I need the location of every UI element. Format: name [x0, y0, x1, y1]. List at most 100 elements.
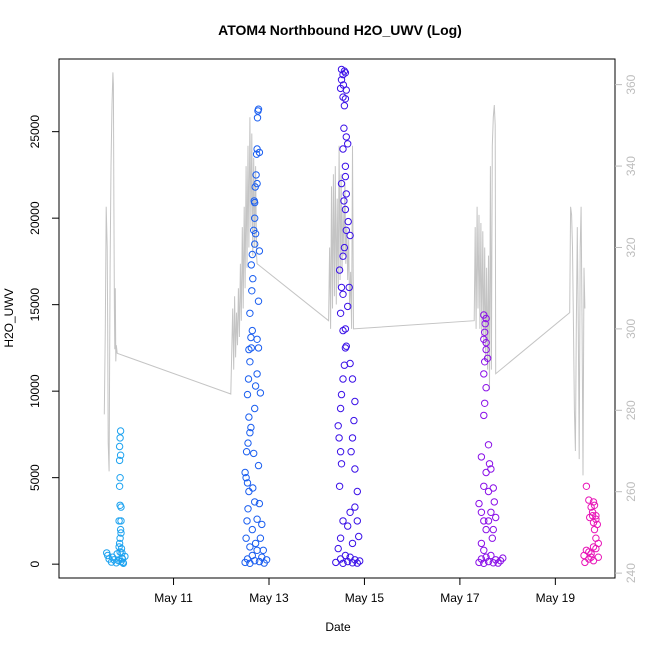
data-point — [340, 243, 349, 252]
y2-tick-label: 260 — [624, 481, 638, 501]
data-point — [255, 499, 264, 508]
data-point — [499, 554, 507, 562]
data-point — [248, 326, 257, 335]
data-point — [340, 124, 348, 132]
data-point — [487, 465, 495, 473]
data-point — [484, 557, 493, 566]
data-point — [246, 309, 254, 317]
data-point — [336, 534, 345, 542]
data-point — [355, 532, 363, 541]
data-point — [346, 508, 354, 516]
data-point — [255, 148, 264, 157]
data-point — [585, 496, 593, 504]
data-point — [116, 427, 125, 435]
series-line-0 — [103, 72, 586, 476]
data-point — [484, 517, 493, 525]
y-tick-label: 25000 — [28, 115, 42, 149]
data-point — [481, 320, 489, 328]
data-point — [247, 423, 255, 432]
data-point — [253, 515, 261, 523]
data-point — [252, 171, 260, 179]
data-point — [485, 460, 494, 468]
data-point — [245, 345, 253, 354]
data-point — [594, 539, 602, 548]
data-point — [116, 525, 125, 534]
data-point — [115, 539, 124, 548]
data-point — [116, 434, 124, 442]
y2-tick-label: 320 — [624, 237, 638, 257]
data-point — [253, 335, 261, 343]
data-point — [586, 513, 594, 522]
data-point — [336, 309, 345, 317]
data-point — [251, 404, 259, 413]
data-point — [107, 558, 116, 566]
data-point — [335, 482, 344, 490]
data-point — [116, 451, 125, 459]
data-point — [581, 558, 589, 567]
y-tick-label: 10000 — [28, 374, 42, 408]
data-point — [335, 266, 344, 274]
data-point — [480, 546, 488, 554]
data-point — [248, 287, 256, 295]
data-point — [341, 205, 350, 214]
data-point — [492, 513, 500, 522]
data-point — [251, 214, 259, 222]
data-point — [346, 231, 354, 240]
data-point — [251, 230, 260, 238]
data-point — [490, 498, 498, 506]
data-point — [253, 114, 262, 122]
data-point — [336, 555, 345, 563]
data-point — [337, 179, 346, 188]
data-point — [256, 389, 265, 397]
chart-title: ATOM4 Northbound H2O_UWV (Log) — [218, 22, 462, 38]
data-point — [115, 456, 124, 465]
data-point — [247, 261, 256, 269]
x-tick-label: May 15 — [345, 591, 385, 605]
data-point — [351, 397, 359, 406]
data-point — [347, 448, 355, 456]
data-point — [339, 375, 347, 383]
data-point — [346, 359, 354, 368]
data-point — [482, 339, 490, 347]
data-point — [332, 558, 340, 567]
data-point — [244, 439, 252, 447]
data-point — [341, 325, 350, 333]
data-point — [339, 517, 347, 525]
data-point — [356, 557, 364, 565]
y2-tick-label: 340 — [624, 156, 638, 176]
line-layer — [103, 72, 586, 476]
data-point — [487, 508, 495, 516]
data-point — [475, 499, 483, 508]
data-point — [117, 529, 125, 537]
data-point — [116, 474, 124, 482]
data-point — [480, 482, 488, 490]
data-point — [494, 559, 502, 567]
x-axis-label: Date — [325, 620, 351, 634]
y2-tick-label: 300 — [624, 319, 638, 339]
data-point — [243, 555, 252, 563]
data-point — [119, 558, 127, 567]
data-point — [342, 342, 350, 350]
data-point — [496, 557, 505, 565]
x-tick-label: May 19 — [536, 591, 576, 605]
data-point — [489, 484, 497, 492]
data-point — [243, 390, 252, 399]
data-point — [253, 370, 261, 378]
data-point — [348, 539, 357, 548]
y-axis-right: 240 260 280 300 320 340 360 — [615, 74, 638, 583]
data-point — [587, 503, 595, 511]
data-point — [341, 162, 350, 171]
data-point — [489, 525, 497, 534]
data-point — [483, 354, 492, 362]
data-point — [353, 487, 361, 496]
data-point — [115, 517, 123, 525]
data-point — [251, 539, 260, 548]
data-point — [336, 404, 345, 413]
data-point — [254, 297, 263, 305]
data-point — [344, 140, 352, 148]
data-point — [259, 546, 267, 554]
data-point — [344, 302, 352, 311]
data-point — [480, 370, 488, 378]
